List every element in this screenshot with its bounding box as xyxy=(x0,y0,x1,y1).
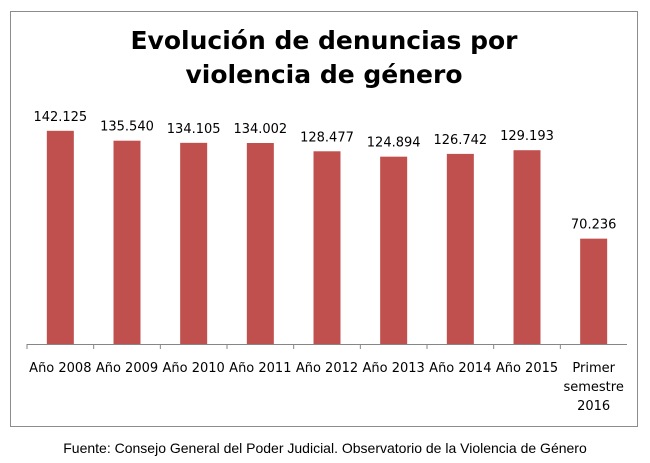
bar xyxy=(380,156,408,344)
data-label: 134.002 xyxy=(233,122,287,137)
source-note: Fuente: Consejo General del Poder Judici… xyxy=(63,440,587,456)
bar xyxy=(313,151,341,344)
bar xyxy=(513,150,541,344)
category-label: Año 2010 xyxy=(163,361,225,376)
data-label: 134.105 xyxy=(167,122,221,137)
data-label: 126.742 xyxy=(433,133,487,148)
category-label: Año 2008 xyxy=(29,361,91,376)
chart-title: Evolución de denuncias por violencia de … xyxy=(10,24,638,92)
data-label: 128.477 xyxy=(300,130,354,145)
chart-title-line-1: Evolución de denuncias por xyxy=(130,26,518,55)
data-label: 129.193 xyxy=(500,129,554,144)
bar xyxy=(46,130,74,344)
data-label: 70.236 xyxy=(571,218,617,233)
category-label: Año 2014 xyxy=(429,361,491,376)
category-label: Año 2015 xyxy=(496,361,558,376)
category-label: semestre xyxy=(563,380,623,395)
bar xyxy=(180,142,208,344)
chart-title-line-2: violencia de género xyxy=(185,60,463,89)
bar xyxy=(580,238,608,344)
category-label: Año 2009 xyxy=(96,361,158,376)
category-label: Año 2012 xyxy=(296,361,358,376)
bar xyxy=(113,140,141,344)
category-label: Primer xyxy=(572,361,615,376)
data-label: 124.894 xyxy=(367,136,421,151)
data-label: 135.540 xyxy=(100,120,154,135)
category-label: 2016 xyxy=(577,399,610,414)
bar xyxy=(446,153,474,344)
category-label: Año 2013 xyxy=(363,361,425,376)
data-label: 142.125 xyxy=(33,110,87,125)
bar xyxy=(246,142,274,344)
category-label: Año 2011 xyxy=(229,361,291,376)
